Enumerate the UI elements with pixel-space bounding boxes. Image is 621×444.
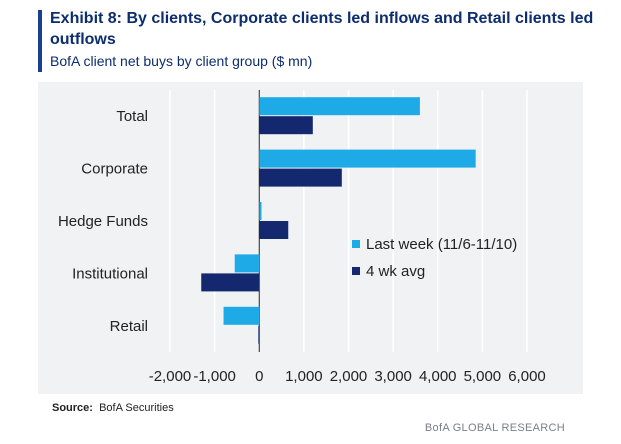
- category-label: Institutional: [72, 265, 148, 282]
- bars: [201, 97, 476, 344]
- source-label: Source:: [52, 402, 93, 414]
- x-tick-label: 3,000: [374, 368, 412, 385]
- source-note: Source: BofA Securities: [52, 402, 174, 414]
- bar-retail-last-week: [223, 306, 260, 325]
- bar-total-4wk-avg: [259, 116, 313, 135]
- x-tick-labels: -2,000 -1,000 0 1,000 2,000 3,000 4,000 5,000 6,…: [149, 368, 546, 385]
- source-text: BofA Securities: [99, 402, 174, 414]
- bar-retail-4wk-avg: [258, 325, 260, 344]
- category-label: Corporate: [81, 161, 148, 178]
- bar-hedge-funds-last-week: [259, 202, 262, 220]
- title-accent-bar: [38, 10, 42, 72]
- category-label: Retail: [110, 318, 148, 335]
- legend: Last week (11/6-11/10) 4 wk avg: [352, 236, 517, 280]
- x-tick-label: 1,000: [285, 368, 323, 385]
- x-tick-label: -2,000: [149, 368, 192, 385]
- legend-label: Last week (11/6-11/10): [366, 236, 517, 253]
- chart-subtitle: BofA client net buys by client group ($ …: [50, 53, 313, 69]
- bar-corporate-last-week: [259, 149, 476, 168]
- x-tick-label: 0: [255, 368, 263, 385]
- footer-brand: BofA GLOBAL RESEARCH: [424, 422, 565, 434]
- chart-title: Exhibit 8: By clients, Corporate clients…: [50, 10, 594, 48]
- x-tick-label: 5,000: [464, 368, 502, 385]
- bar-total-last-week: [259, 97, 420, 116]
- legend-swatch: [352, 267, 360, 275]
- category-label: Hedge Funds: [58, 213, 148, 230]
- bar-institutional-4wk-avg: [201, 273, 260, 292]
- legend-swatch: [352, 240, 360, 248]
- bar-hedge-funds-4wk-avg: [259, 221, 289, 239]
- x-tick-label: 6,000: [508, 368, 546, 385]
- category-label: Total: [116, 108, 148, 125]
- category-labels: Total Corporate Hedge Funds Institutional Re…: [58, 108, 148, 335]
- x-tick-label: 2,000: [330, 368, 368, 385]
- x-tick-label: -1,000: [193, 368, 236, 385]
- legend-label: 4 wk avg: [366, 263, 425, 280]
- bar-institutional-last-week: [234, 254, 260, 273]
- bar-corporate-4wk-avg: [259, 168, 342, 187]
- x-tick-label: 4,000: [419, 368, 457, 385]
